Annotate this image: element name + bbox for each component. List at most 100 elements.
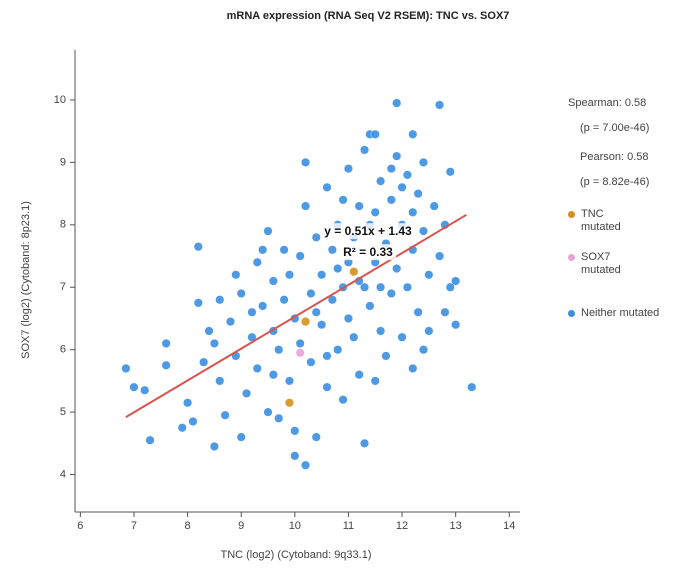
annotation-bg: [321, 223, 416, 240]
point: [301, 201, 311, 211]
point: [440, 307, 450, 317]
point: [177, 423, 187, 433]
point: [204, 326, 214, 336]
point: [311, 432, 321, 442]
y-axis-label: SOX7 (log2) (Cytoband: 8p23.1): [20, 201, 32, 359]
point: [338, 195, 348, 205]
point: [429, 201, 439, 211]
legend-marker: [568, 310, 575, 317]
point: [247, 307, 257, 317]
point: [284, 398, 294, 408]
point: [349, 267, 359, 277]
point: [209, 338, 219, 348]
point: [322, 182, 332, 192]
point: [397, 332, 407, 342]
legend-item: SOX7 mutated: [568, 251, 641, 277]
point: [376, 326, 386, 336]
point: [402, 282, 412, 292]
point: [376, 282, 386, 292]
point: [360, 282, 370, 292]
point: [236, 288, 246, 298]
point: [236, 432, 246, 442]
point: [392, 151, 402, 161]
point: [161, 338, 171, 348]
x-tick-label: 10: [289, 520, 301, 532]
legend-label: Neither mutated: [581, 307, 660, 319]
point: [343, 164, 353, 174]
point: [392, 264, 402, 274]
point: [418, 345, 428, 355]
point: [424, 270, 434, 280]
point: [188, 416, 198, 426]
point: [274, 413, 284, 423]
point: [284, 270, 294, 280]
annotation: y = 0.51x + 1.43: [324, 224, 412, 238]
point: [258, 301, 268, 311]
point: [317, 270, 327, 280]
stat-text: (p = 7.00e-46): [580, 122, 650, 134]
point: [317, 320, 327, 330]
point: [193, 242, 203, 252]
point: [424, 326, 434, 336]
y-tick-label: 8: [60, 219, 66, 231]
point: [381, 351, 391, 361]
annotation-bg: [340, 244, 397, 261]
point: [360, 145, 370, 155]
annotation: R² = 0.33: [343, 245, 393, 259]
point: [402, 170, 412, 180]
point: [408, 207, 418, 217]
point: [306, 357, 316, 367]
legend-item: Neither mutated: [568, 307, 691, 320]
point: [242, 388, 252, 398]
fit-line: [125, 213, 467, 418]
point: [467, 382, 477, 392]
point: [129, 382, 139, 392]
point: [327, 245, 337, 255]
chart-title: mRNA expression (RNA Seq V2 RSEM): TNC v…: [227, 10, 510, 22]
point: [322, 382, 332, 392]
point: [183, 398, 193, 408]
point: [311, 232, 321, 242]
x-tick-label: 7: [131, 520, 137, 532]
point: [145, 435, 155, 445]
x-tick-label: 13: [450, 520, 462, 532]
point: [274, 345, 284, 355]
point: [295, 338, 305, 348]
point: [290, 451, 300, 461]
point: [258, 245, 268, 255]
point: [215, 295, 225, 305]
legend-item: TNC mutated: [568, 208, 641, 234]
y-tick-label: 9: [60, 156, 66, 168]
point: [365, 301, 375, 311]
point: [333, 345, 343, 355]
point: [354, 201, 364, 211]
legend-label: TNC mutated: [581, 208, 621, 233]
point: [284, 376, 294, 386]
point: [279, 295, 289, 305]
point: [268, 276, 278, 286]
point: [290, 426, 300, 436]
point: [333, 264, 343, 274]
point: [268, 370, 278, 380]
point: [301, 157, 311, 167]
x-tick-label: 12: [396, 520, 408, 532]
point: [338, 395, 348, 405]
point: [311, 307, 321, 317]
point: [445, 282, 455, 292]
point: [408, 363, 418, 373]
point: [408, 129, 418, 139]
point: [349, 332, 359, 342]
legend-label: SOX7 mutated: [581, 251, 621, 276]
x-tick-label: 8: [185, 520, 191, 532]
point: [354, 370, 364, 380]
point: [225, 317, 235, 327]
stat-text: Spearman: 0.58: [568, 97, 647, 109]
stat-text: Pearson: 0.58: [580, 151, 649, 163]
y-tick-label: 7: [60, 281, 66, 293]
point: [418, 157, 428, 167]
y-tick-label: 10: [54, 94, 66, 106]
point: [301, 460, 311, 470]
point: [370, 376, 380, 386]
point: [161, 360, 171, 370]
